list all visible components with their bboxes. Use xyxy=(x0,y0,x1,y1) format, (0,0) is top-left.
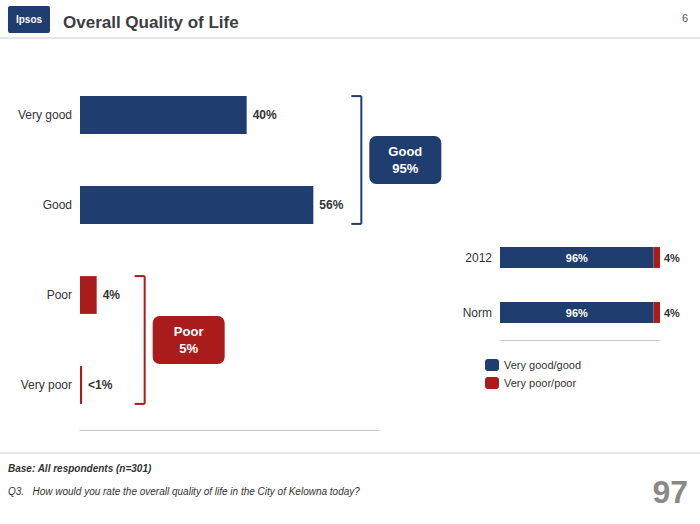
svg-text:96%: 96% xyxy=(566,307,588,319)
svg-text:Overall Quality of Life: Overall Quality of Life xyxy=(63,13,239,32)
svg-text:Good: Good xyxy=(388,144,422,159)
svg-text:Ipsos: Ipsos xyxy=(16,14,43,25)
svg-text:97: 97 xyxy=(652,474,688,510)
svg-text:5%: 5% xyxy=(179,341,198,356)
svg-text:Very good/good: Very good/good xyxy=(504,359,581,371)
svg-text:2012: 2012 xyxy=(465,251,492,265)
svg-text:40%: 40% xyxy=(253,108,277,122)
svg-text:56%: 56% xyxy=(319,198,343,212)
svg-text:Q3. How would you rate the o: Q3. How would you rate the overall quali… xyxy=(8,486,360,497)
svg-text:Base: All respondents (n=301): Base: All respondents (n=301) xyxy=(8,463,152,474)
svg-text:4%: 4% xyxy=(664,307,680,319)
svg-text:Norm: Norm xyxy=(463,306,492,320)
svg-text:Good: Good xyxy=(43,198,72,212)
svg-text:<1%: <1% xyxy=(88,378,113,392)
svg-text:Very good: Very good xyxy=(18,108,72,122)
svg-text:95%: 95% xyxy=(392,161,418,176)
svg-text:Very poor/poor: Very poor/poor xyxy=(504,377,576,389)
svg-text:Very poor: Very poor xyxy=(21,378,72,392)
svg-text:96%: 96% xyxy=(566,252,588,264)
svg-text:6: 6 xyxy=(682,12,688,24)
svg-text:Poor: Poor xyxy=(47,288,72,302)
svg-text:4%: 4% xyxy=(664,252,680,264)
svg-text:4%: 4% xyxy=(103,288,121,302)
svg-text:Poor: Poor xyxy=(174,324,204,339)
